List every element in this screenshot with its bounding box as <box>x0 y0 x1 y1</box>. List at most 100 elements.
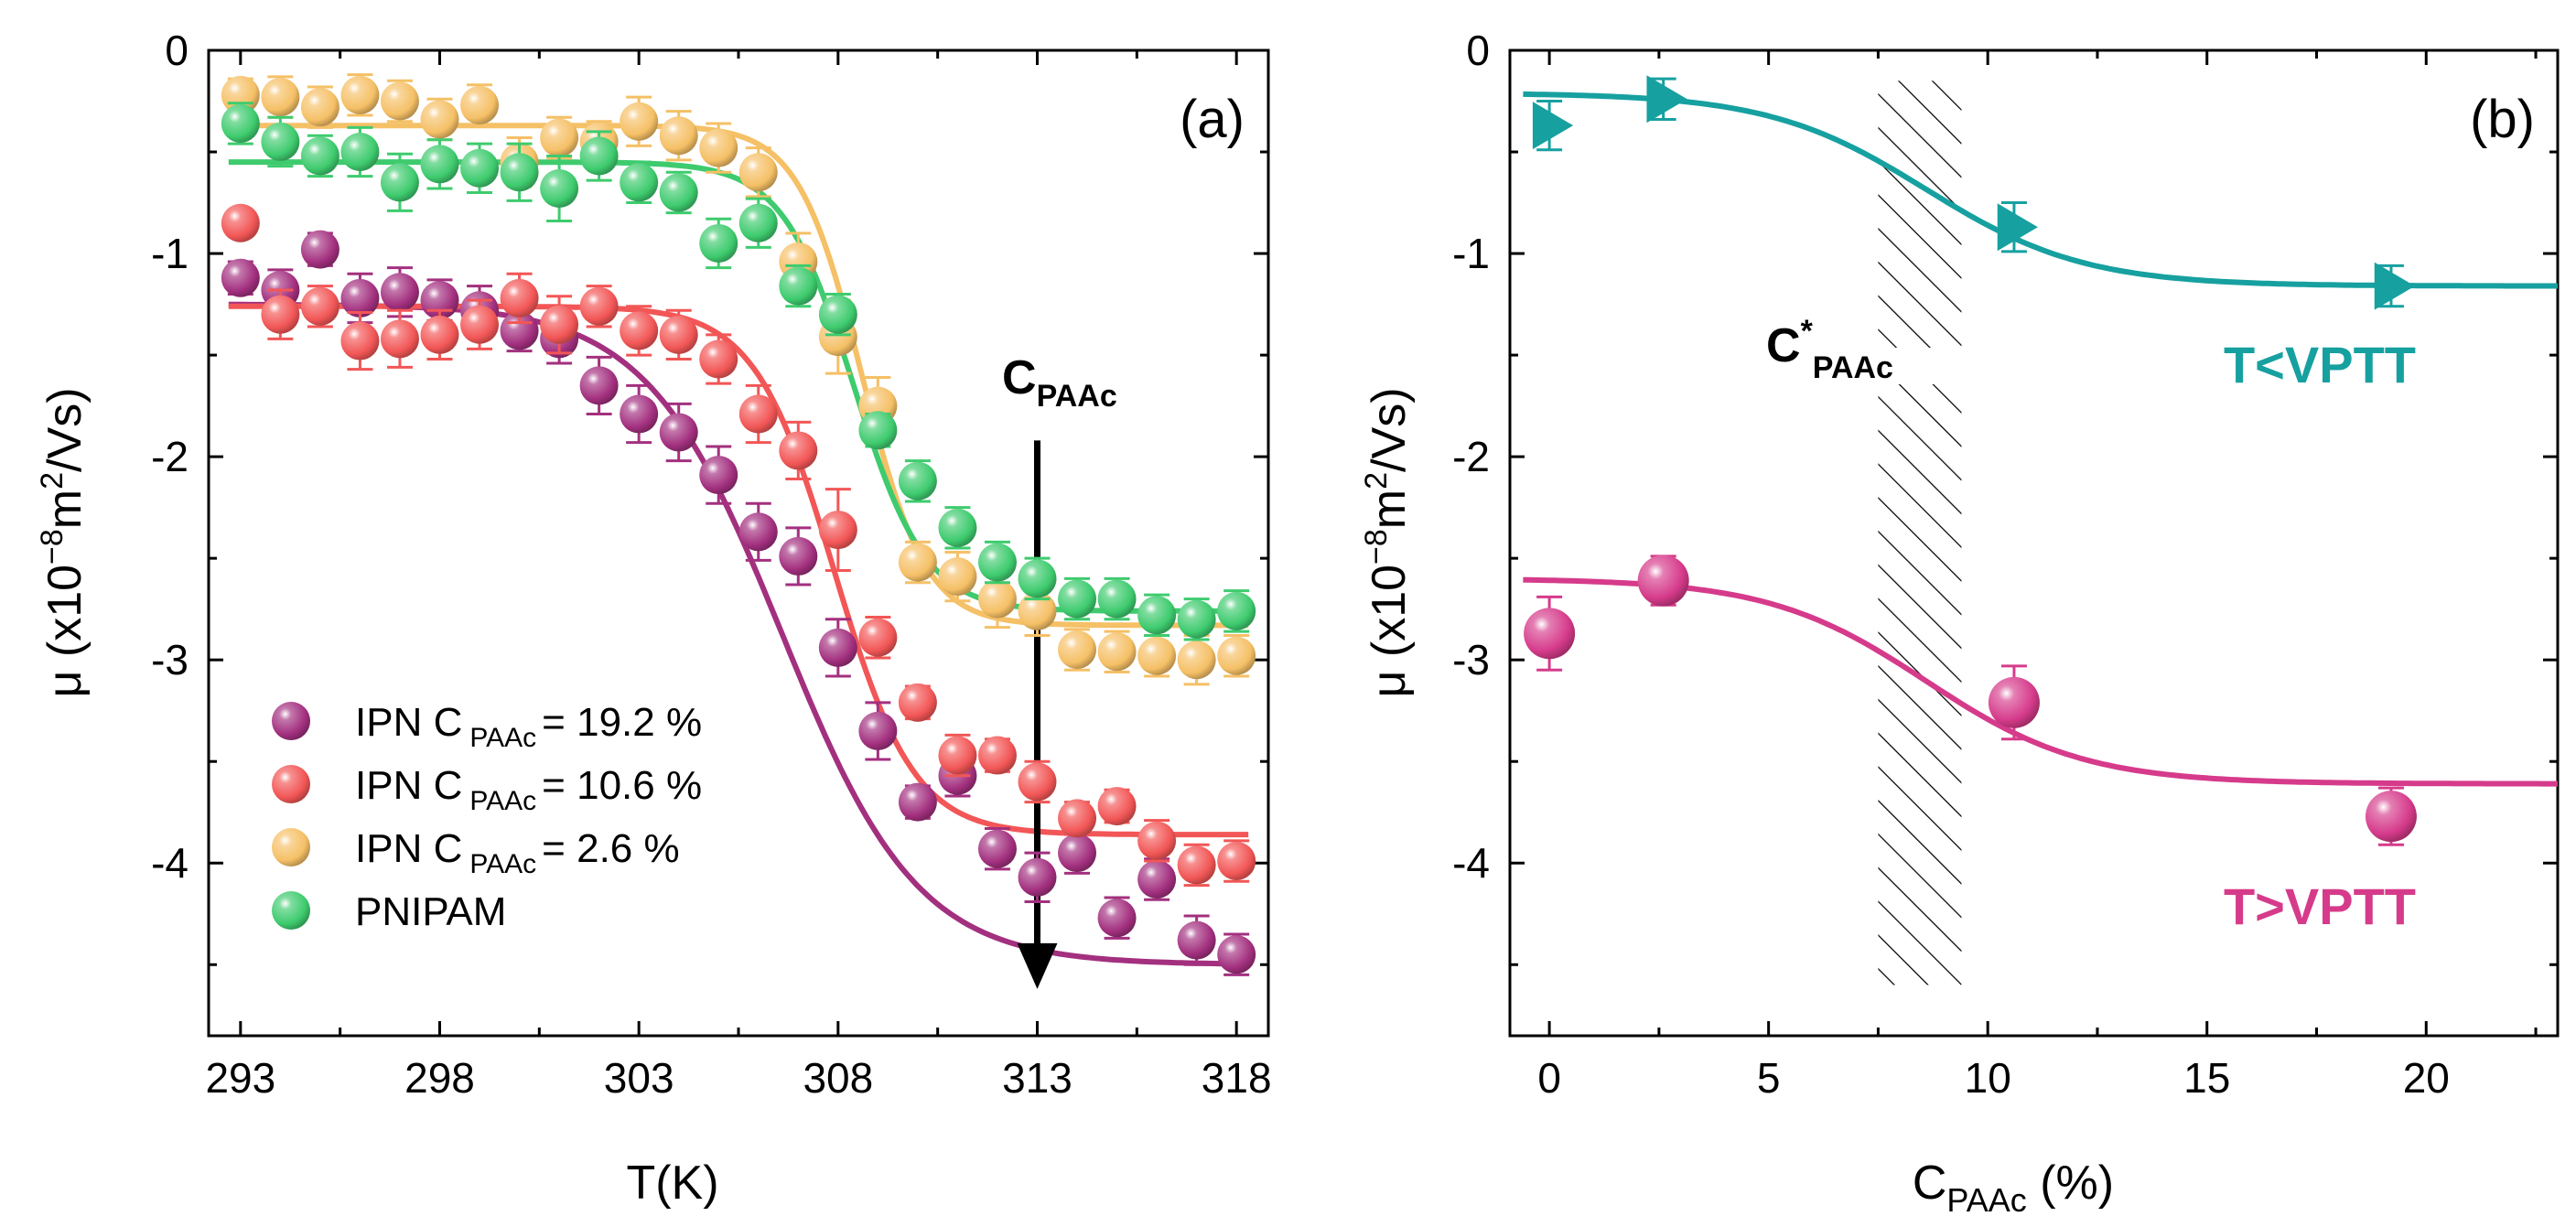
data-point <box>221 103 260 143</box>
data-point <box>818 511 857 550</box>
data-point <box>1058 834 1097 873</box>
critical-region-label-gap <box>1872 348 1967 384</box>
x-tick-label: 5 <box>1757 1054 1781 1102</box>
panel-a-x-axis-title: T(K) <box>626 1157 718 1210</box>
data-point <box>779 431 818 470</box>
critical-concentration-label: C*PAAc <box>1766 314 1893 385</box>
data-point <box>340 321 380 361</box>
data-point <box>818 628 857 667</box>
panel-a-ylabel-exp1: −8 <box>35 529 70 565</box>
series-label-t-below-vptt: T<VPTT <box>2224 336 2416 393</box>
panel-b-fit-curves <box>1523 91 2558 787</box>
data-point <box>1137 821 1177 860</box>
data-point <box>898 683 937 722</box>
x-tick-label: 15 <box>2183 1054 2230 1102</box>
data-point <box>1018 762 1057 802</box>
y-tick-label: -3 <box>151 636 189 683</box>
y-tick-label: 0 <box>165 27 189 74</box>
data-point <box>340 278 380 318</box>
data-point <box>579 286 619 326</box>
data-point <box>699 128 738 167</box>
panel-b-ylabel-prefix: μ (x10 <box>1363 565 1416 698</box>
legend-label: IPN C PAAc = 2.6 % <box>355 826 680 879</box>
data-point <box>1058 579 1097 619</box>
data-point <box>261 295 300 334</box>
data-point <box>659 315 698 354</box>
panel-a-ticks: 293 298 303 308 313 318 0 -1 -2 -3 -4 <box>151 27 1271 1102</box>
legend-label-main: IPN C <box>355 700 462 745</box>
x-tick-label: 318 <box>1202 1054 1272 1102</box>
data-point <box>858 618 898 657</box>
data-point <box>261 122 300 161</box>
data-point <box>1217 636 1256 675</box>
data-point <box>977 736 1017 775</box>
data-point <box>460 305 500 344</box>
data-point <box>1217 935 1256 974</box>
data-point <box>420 315 459 354</box>
data-point <box>500 278 539 318</box>
data-point <box>1097 787 1137 826</box>
panel-b-y-axis-title: μ (x10−8m2/Vs) <box>1359 387 1416 697</box>
panel-b-frame <box>1508 48 2560 1038</box>
legend-label-tail: = 19.2 % <box>542 700 702 745</box>
y-tick-label: -1 <box>151 230 189 277</box>
fit-curve <box>1523 576 2558 787</box>
y-tick-label: -4 <box>151 839 189 887</box>
data-point <box>500 153 539 192</box>
legend-label-sub: PAAc <box>469 786 536 816</box>
data-point <box>938 557 977 597</box>
data-point <box>1646 75 1687 124</box>
data-point <box>1018 591 1057 630</box>
legend-label: IPN C PAAc = 19.2 % <box>355 700 702 753</box>
data-point <box>1018 857 1057 897</box>
data-point <box>380 273 419 312</box>
data-point <box>938 736 977 775</box>
data-point <box>1177 599 1216 639</box>
data-point <box>659 173 698 212</box>
panel-b-label: (b) <box>2470 90 2535 149</box>
legend-marker <box>272 765 310 803</box>
data-point <box>898 543 937 582</box>
data-point <box>460 148 500 188</box>
legend-marker <box>272 891 310 930</box>
legend-label-main: PNIPAM <box>355 889 506 934</box>
data-point <box>340 133 380 172</box>
y-tick-label: -2 <box>1452 433 1490 480</box>
data-point <box>579 366 619 405</box>
data-point <box>460 85 500 124</box>
x-tick-label: 303 <box>604 1054 674 1102</box>
data-point <box>659 116 698 156</box>
panel-a-ylabel-exp2: 2 <box>35 472 70 490</box>
data-point <box>620 163 659 202</box>
y-tick-label: -3 <box>1452 636 1490 683</box>
data-point <box>738 203 778 242</box>
data-point <box>938 508 977 547</box>
panel-b-xlabel-sub: PAAc <box>1946 1181 2026 1219</box>
data-point <box>1018 559 1057 598</box>
fit-curve <box>228 123 1249 629</box>
data-point <box>300 136 340 176</box>
data-point <box>1097 632 1137 672</box>
critical-label-sub: PAAc <box>1813 350 1893 385</box>
data-point <box>300 88 340 127</box>
panel-a-ylabel-mid: m <box>38 490 92 529</box>
data-point <box>1217 591 1256 630</box>
data-point <box>1637 554 1689 607</box>
x-tick-label: 298 <box>404 1054 475 1102</box>
legend-label: IPN C PAAc = 10.6 % <box>355 763 702 816</box>
data-point <box>858 411 898 450</box>
panel-b-ylabel-exp2: 2 <box>1359 472 1394 490</box>
panel-a-label: (a) <box>1180 90 1245 149</box>
x-tick-label: 0 <box>1537 1054 1561 1102</box>
y-tick-label: -2 <box>151 433 189 480</box>
legend-label-main: IPN C <box>355 826 462 871</box>
legend-label-sub: PAAc <box>469 723 536 753</box>
x-tick-label: 10 <box>1965 1054 2011 1102</box>
data-point <box>620 311 659 350</box>
panel-a-arrow <box>1017 440 1058 989</box>
data-point <box>1097 899 1137 938</box>
legend-label-tail: = 2.6 % <box>542 826 679 871</box>
